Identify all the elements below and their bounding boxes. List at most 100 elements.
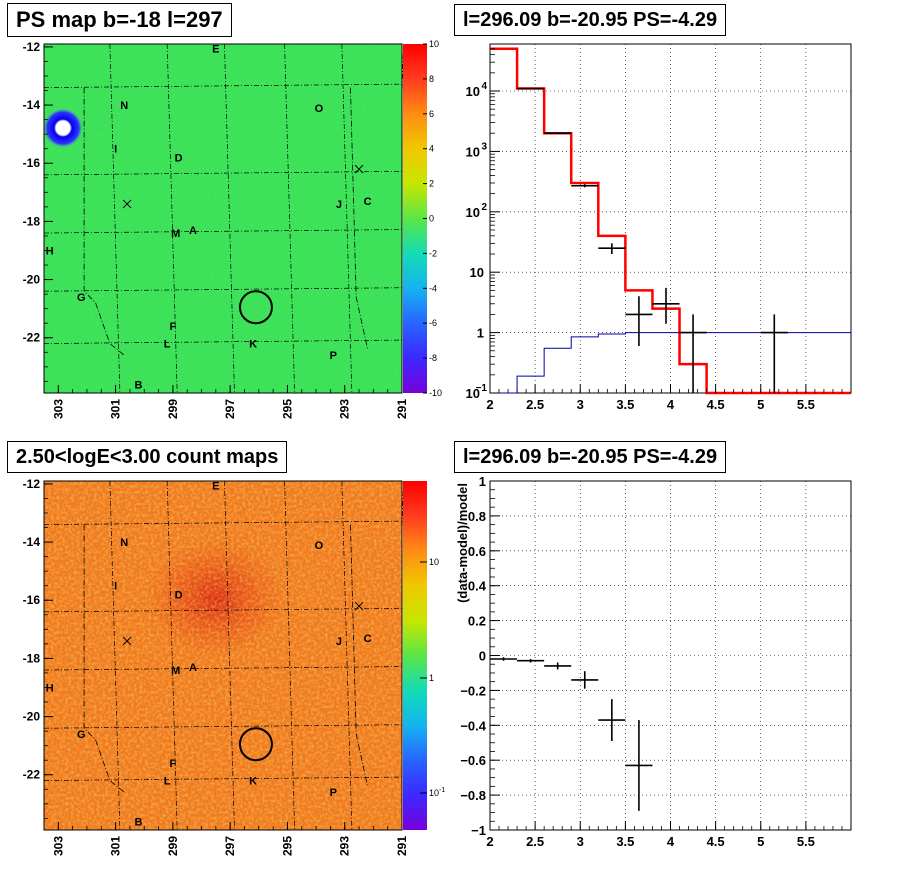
- count-map-colorbar-ticks: 10 1 10-1: [420, 557, 445, 798]
- grid-meridian: [341, 480, 353, 831]
- y-tick-exponent: 4: [481, 81, 487, 92]
- x-tick-label: 4: [667, 834, 675, 849]
- source-label-e: E: [212, 480, 219, 492]
- y-tick-label: -18: [23, 214, 41, 228]
- residual-axes: 2 2.5 3 3.5 4 4.5 5 5.5 1 0.8 0.6 0.4 0.2 0 −0.2 −0.4 −0…: [455, 474, 852, 849]
- y-tick-label: 10: [466, 144, 480, 159]
- x-tick-label: 303: [51, 836, 65, 856]
- colorbar-tick-label: 4: [429, 144, 434, 154]
- region-boundary: [350, 87, 369, 350]
- colorbar-tick-label: 10: [429, 557, 439, 567]
- source-label-b: B: [135, 816, 143, 828]
- source-label-a: A: [189, 662, 197, 674]
- source-label-b: B: [135, 379, 143, 391]
- source-label-o: O: [315, 103, 324, 115]
- x-tick-label: 303: [51, 399, 65, 419]
- y-tick-exponent: 3: [481, 141, 487, 152]
- region-boundary: [83, 524, 125, 793]
- x-tick-label: 4.5: [707, 834, 725, 849]
- x-tick-label: 2: [486, 834, 493, 849]
- source-label-c: C: [364, 196, 372, 208]
- x-tick-label: 5: [757, 834, 764, 849]
- y-tick-label: −0.4: [460, 718, 486, 733]
- x-tick-label: 3: [577, 834, 584, 849]
- target-circle-marker: [238, 727, 273, 762]
- source-cross-marker: [122, 636, 132, 646]
- x-tick-label: 3.5: [616, 397, 634, 412]
- ps-map-overlay: [83, 87, 369, 356]
- colorbar-tick-label: 6: [429, 109, 434, 119]
- y-tick-label: −1: [471, 823, 486, 838]
- grid-meridian: [341, 43, 353, 394]
- source-label-l: L: [164, 776, 171, 788]
- ps-map-hotspot: [43, 108, 83, 148]
- x-tick-label: 299: [166, 836, 180, 856]
- x-tick-label: 2: [486, 397, 493, 412]
- colorbar-tick-label: 2: [429, 179, 434, 189]
- x-tick-label: 299: [166, 399, 180, 419]
- source-label-l: L: [164, 339, 171, 351]
- y-tick-label: −0.2: [460, 683, 486, 698]
- region-boundary: [350, 524, 369, 787]
- y-tick-label: -20: [23, 710, 41, 724]
- y-axis-label: (data-model)/model: [455, 483, 470, 603]
- target-circle-marker: [238, 290, 273, 325]
- source-label-f: F: [170, 321, 177, 333]
- source-label-m: M: [171, 665, 180, 677]
- count-map-source-labels: E N O I D J C M A H G FL K P B: [46, 480, 372, 828]
- y-tick-label: -20: [23, 273, 41, 287]
- x-tick-label: 301: [109, 836, 123, 856]
- source-label-d: D: [175, 152, 183, 164]
- x-tick-label: 301: [109, 399, 123, 419]
- y-tick-label: -12: [23, 40, 41, 54]
- source-label-a: A: [189, 225, 197, 237]
- grid-meridian: [284, 480, 295, 831]
- grid-meridian: [166, 480, 178, 831]
- x-tick-label: 3.5: [616, 834, 634, 849]
- x-tick-label: 4.5: [707, 397, 725, 412]
- x-tick-label: 293: [338, 836, 352, 856]
- source-label-g: G: [77, 729, 86, 741]
- y-tick-label: 0.6: [468, 544, 486, 559]
- ps-map-texture: [44, 44, 402, 393]
- source-label-k: K: [249, 776, 257, 788]
- source-label-m: M: [171, 228, 180, 240]
- y-tick-label: -22: [23, 331, 41, 345]
- residual-title: l=296.09 b=-20.95 PS=-4.29: [454, 441, 727, 473]
- y-tick-label: -16: [23, 156, 41, 170]
- grid-meridian: [166, 43, 178, 394]
- y-tick-label: -12: [23, 477, 41, 491]
- spectrum-title: l=296.09 b=-20.95 PS=-4.29: [454, 4, 727, 36]
- y-tick-label: 0.2: [468, 614, 486, 629]
- source-label-c: C: [364, 633, 372, 645]
- residual-grid: [489, 480, 851, 831]
- x-tick-label: 2.5: [526, 397, 544, 412]
- y-tick-label: -14: [23, 535, 41, 549]
- ps-map-source-labels: E N O I D J C M A H G FL K P B: [46, 43, 372, 391]
- source-label-k: K: [249, 339, 257, 351]
- y-tick-exponent: 2: [481, 202, 487, 213]
- y-tick-label: 10: [466, 386, 480, 401]
- region-boundary: [83, 87, 125, 356]
- x-tick-label: 5: [757, 397, 764, 412]
- source-label-f: F: [170, 758, 177, 770]
- x-tick-label: 295: [280, 399, 294, 419]
- source-label-d: D: [175, 589, 183, 601]
- colorbar-tick-label: 1: [429, 673, 434, 683]
- count-map-texture: [44, 481, 402, 830]
- colorbar-tick-label: -8: [429, 353, 437, 363]
- source-label-j: J: [336, 199, 342, 211]
- source-label-n: N: [120, 100, 128, 112]
- x-tick-label: 5.5: [797, 834, 815, 849]
- ps-map-colorbar-ticks: 10 8 6 4 2 0 -2 -4 -6 -8 -10: [423, 39, 442, 398]
- colorbar-tick-label-min: 10-1: [429, 787, 445, 798]
- y-tick-label: 10: [466, 84, 480, 99]
- source-cross-marker: [122, 199, 132, 209]
- source-label-g: G: [77, 292, 86, 304]
- residual-panel: 2 2.5 3 3.5 4 4.5 5 5.5 1 0.8 0.6 0.4 0.2 0 −0.2 −0.4 −0…: [455, 474, 852, 849]
- grid-meridian: [284, 43, 295, 394]
